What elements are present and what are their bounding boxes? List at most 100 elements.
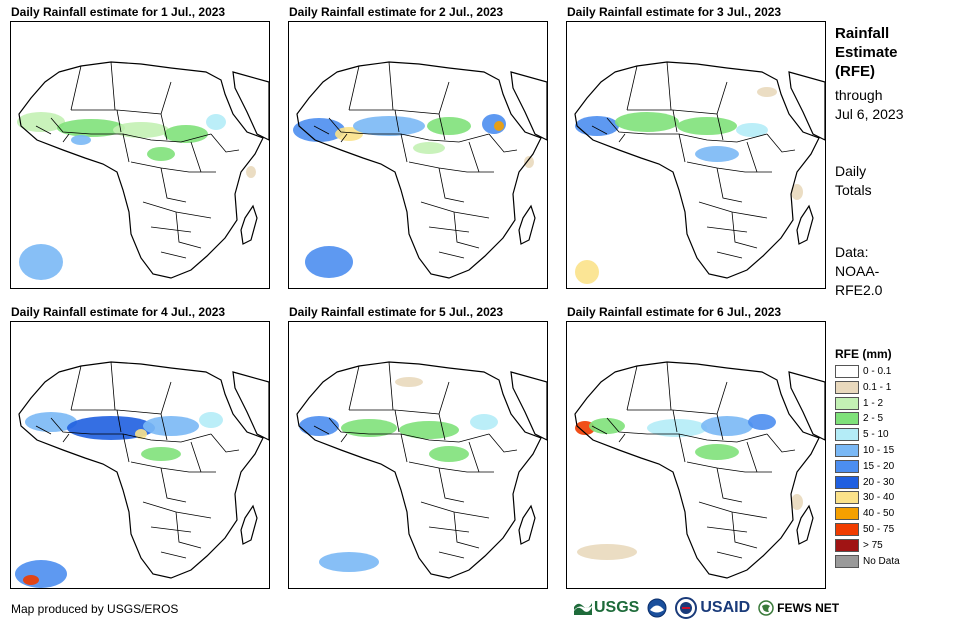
rainfall-area — [341, 419, 397, 437]
coastline — [510, 371, 547, 441]
rainfall-area — [141, 447, 181, 461]
rainfall-area — [524, 156, 534, 168]
rainfall-map-5 — [288, 321, 548, 589]
country-border — [591, 425, 758, 473]
data-source-line: RFE2.0 — [835, 282, 883, 298]
panel-title-5: Daily Rainfall estimate for 5 Jul., 2023 — [289, 305, 504, 319]
coastline — [240, 504, 258, 545]
fewsnet-logo-text: FEWS NET — [777, 601, 840, 615]
country-border — [313, 125, 480, 173]
legend-label: 15 - 20 — [863, 460, 895, 472]
rainfall-area — [736, 123, 768, 137]
country-border — [698, 501, 768, 549]
country-border — [35, 425, 202, 473]
africa-map-drawing — [15, 361, 269, 588]
rainfall-area — [695, 444, 739, 460]
legend-swatch — [835, 459, 859, 473]
rainfall-area — [575, 260, 599, 284]
coastline — [18, 61, 264, 279]
legend-label: No Data — [863, 555, 900, 567]
country-border — [348, 61, 450, 115]
coastline — [296, 361, 542, 579]
rainfall-area — [19, 244, 63, 280]
rainfall-area — [470, 414, 498, 430]
country-border — [35, 125, 202, 173]
rainfall-map-6 — [566, 321, 826, 589]
coastline — [232, 371, 269, 441]
data-source-line: Data: — [835, 244, 869, 260]
rainfall-area — [395, 377, 423, 387]
country-border — [686, 461, 772, 503]
rainfall-area — [305, 246, 353, 278]
country-border — [626, 361, 728, 415]
country-border — [698, 201, 768, 249]
through-line: through — [835, 87, 883, 103]
legend-label: 0 - 0.1 — [863, 366, 892, 377]
panel-title-4: Daily Rainfall estimate for 4 Jul., 2023 — [11, 305, 226, 319]
rainfall-area — [647, 419, 707, 437]
rainfall-area — [677, 117, 737, 135]
legend-label: 10 - 15 — [863, 445, 895, 456]
legend-label: 2 - 5 — [863, 413, 884, 425]
legend-swatch — [835, 554, 859, 568]
legend-label: 5 - 10 — [863, 429, 889, 441]
country-border — [70, 361, 172, 415]
map-title-line: Rainfall — [835, 25, 890, 42]
country-border — [686, 161, 772, 203]
noaa-logo — [647, 598, 667, 618]
legend-swatch — [835, 475, 859, 489]
country-border — [408, 461, 494, 503]
coastline — [796, 504, 814, 545]
africa-map-drawing — [17, 61, 269, 280]
map-title-line: Estimate — [835, 44, 898, 61]
totals-line: Totals — [835, 182, 872, 198]
rainfall-map-4 — [10, 321, 270, 589]
coastline — [788, 71, 825, 141]
country-border — [130, 461, 216, 503]
country-border — [70, 61, 172, 115]
legend-label: 30 - 40 — [863, 492, 895, 504]
panel-title-2: Daily Rainfall estimate for 2 Jul., 2023 — [289, 5, 504, 19]
country-border — [420, 501, 490, 549]
country-border — [408, 161, 494, 203]
map-title: Rainfall Estimate (RFE) — [835, 24, 898, 81]
rainfall-area — [353, 116, 425, 136]
rainfall-area — [494, 121, 504, 131]
rainfall-map-2 — [288, 21, 548, 289]
map-title-line: (RFE) — [835, 63, 875, 80]
coastline — [510, 71, 547, 141]
rainfall-area — [199, 412, 223, 428]
rainfall-area — [791, 494, 803, 510]
country-border — [348, 361, 450, 415]
legend-swatch — [835, 428, 859, 442]
usgs-logo-text: USGS — [594, 599, 640, 616]
rainfall-area — [71, 135, 91, 145]
totals-label: Daily Totals — [835, 162, 872, 200]
data-source: Data: NOAA- RFE2.0 — [835, 243, 882, 300]
legend-swatch — [835, 444, 859, 457]
coastline — [18, 361, 264, 579]
country-border — [313, 425, 480, 473]
rainfall-map-1 — [10, 21, 270, 289]
country-border — [706, 433, 796, 559]
usaid-logo-text: USAID — [700, 599, 751, 616]
africa-map-drawing — [296, 361, 547, 579]
africa-map-drawing — [574, 361, 825, 579]
rainfall-area — [757, 87, 777, 97]
country-border — [626, 61, 728, 115]
coastline — [574, 361, 820, 579]
fewsnet-logo: FEWS NET — [758, 600, 839, 616]
legend-label: 1 - 2 — [863, 397, 884, 409]
totals-line: Daily — [835, 163, 867, 179]
panel-title-3: Daily Rainfall estimate for 3 Jul., 2023 — [567, 5, 782, 19]
usgs-wave-icon — [574, 603, 592, 615]
coastline — [518, 204, 536, 245]
coastline — [518, 504, 536, 545]
legend-swatch — [835, 507, 859, 521]
rainfall-area — [589, 418, 625, 434]
country-border — [428, 133, 518, 259]
rainfall-map-3 — [566, 21, 826, 289]
legend-label: 50 - 75 — [863, 524, 895, 535]
legend-swatch — [835, 491, 859, 505]
coastline — [296, 61, 542, 279]
